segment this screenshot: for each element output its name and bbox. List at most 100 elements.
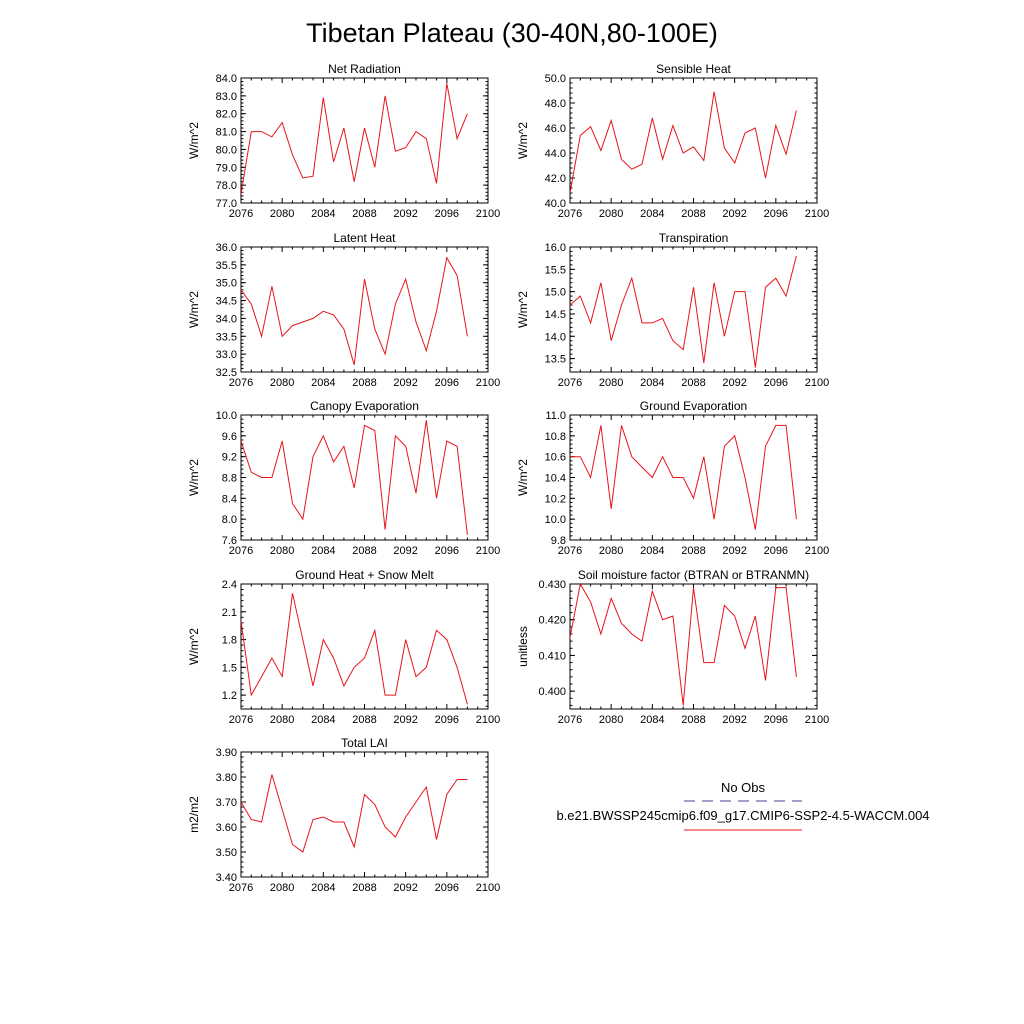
x-tick-label: 2084: [640, 208, 664, 220]
x-tick-label: 2080: [599, 545, 623, 557]
panel-5: Canopy Evaporation W/m^2 2076 2080 2084 2088 2…: [187, 399, 500, 557]
legend-model-label: b.e21.BWSSP245cmip6.f09_g17.CMIP6-SSP2-4…: [556, 808, 929, 823]
y-tick-label: 36.0: [216, 242, 237, 254]
y-tick-label: 0.400: [538, 686, 566, 698]
panel-title: Total LAI: [341, 736, 388, 750]
x-tick-label: 2088: [352, 882, 376, 894]
y-tick-label: 50.0: [545, 73, 566, 85]
series-line: [241, 593, 468, 705]
x-tick-label: 2092: [393, 714, 417, 726]
y-tick-label: 3.50: [216, 847, 237, 859]
y-tick-label: 13.5: [545, 354, 566, 366]
x-tick-label: 2080: [270, 882, 294, 894]
y-axis-label: W/m^2: [516, 122, 530, 159]
y-tick-label: 48.0: [545, 98, 566, 110]
x-tick-label: 2080: [270, 545, 294, 557]
y-tick-label: 10.8: [545, 431, 566, 443]
y-axis-label: m2/m2: [187, 796, 201, 833]
y-tick-label: 8.4: [222, 493, 237, 505]
y-tick-label: 78.0: [216, 180, 237, 192]
y-axis-label: W/m^2: [187, 628, 201, 665]
y-tick-label: 33.0: [216, 349, 237, 361]
y-tick-label: 1.2: [222, 690, 237, 702]
x-tick-label: 2080: [270, 208, 294, 220]
x-tick-label: 2100: [476, 208, 500, 220]
x-tick-label: 2080: [270, 377, 294, 389]
y-tick-label: 9.6: [222, 431, 237, 443]
x-tick-label: 2092: [722, 208, 746, 220]
panel-title: Net Radiation: [328, 62, 401, 76]
y-tick-label: 33.5: [216, 331, 237, 343]
y-tick-label: 15.0: [545, 287, 566, 299]
series-line: [241, 83, 468, 195]
x-tick-label: 2100: [476, 882, 500, 894]
x-tick-label: 2088: [681, 545, 705, 557]
x-tick-label: 2100: [476, 377, 500, 389]
x-tick-label: 2092: [393, 545, 417, 557]
y-tick-label: 8.0: [222, 514, 237, 526]
x-tick-label: 2100: [476, 545, 500, 557]
plot-frame: [240, 751, 489, 878]
x-tick-label: 2100: [805, 545, 829, 557]
x-tick-label: 2096: [764, 545, 788, 557]
y-tick-label: 46.0: [545, 123, 566, 135]
y-tick-label: 0.430: [538, 579, 566, 591]
y-tick-label: 2.4: [222, 579, 237, 591]
panels: Net Radiation W/m^2 2076 2080 2084 2088 2092 20…: [187, 62, 829, 894]
plot-frame: [569, 583, 818, 710]
x-tick-label: 2088: [681, 714, 705, 726]
panel-3: Latent Heat W/m^2 2076 2080 2084 2088 2092 2096…: [187, 231, 500, 389]
plot-frame: [240, 583, 489, 710]
x-tick-label: 2088: [352, 545, 376, 557]
y-tick-label: 3.40: [216, 872, 237, 884]
y-tick-label: 10.6: [545, 452, 566, 464]
panel-title: Latent Heat: [333, 231, 396, 245]
series-line: [570, 255, 797, 368]
x-tick-label: 2092: [393, 882, 417, 894]
x-tick-label: 2076: [229, 377, 253, 389]
x-tick-label: 2092: [722, 714, 746, 726]
panel-7: Ground Heat + Snow Melt W/m^2 2076 2080 2084…: [187, 568, 500, 726]
x-tick-label: 2092: [722, 377, 746, 389]
x-tick-label: 2088: [352, 377, 376, 389]
legend-obs-label: No Obs: [721, 780, 766, 795]
panel-2: Sensible Heat W/m^2 2076 2080 2084 2088 2092 20…: [516, 62, 829, 220]
x-tick-label: 2096: [435, 545, 459, 557]
x-tick-label: 2096: [435, 208, 459, 220]
x-tick-label: 2088: [681, 377, 705, 389]
x-tick-label: 2096: [435, 882, 459, 894]
plot-frame: [240, 77, 489, 204]
y-tick-label: 10.2: [545, 493, 566, 505]
y-tick-label: 10.0: [216, 410, 237, 422]
x-tick-label: 2084: [311, 208, 335, 220]
y-tick-label: 3.60: [216, 822, 237, 834]
x-tick-label: 2080: [270, 714, 294, 726]
y-axis-label: unitless: [516, 626, 530, 667]
y-tick-label: 83.0: [216, 91, 237, 103]
x-tick-label: 2084: [640, 377, 664, 389]
legend: No Obs b.e21.BWSSP245cmip6.f09_g17.CMIP6…: [556, 780, 930, 831]
y-tick-label: 14.5: [545, 309, 566, 321]
series-line: [241, 256, 468, 366]
x-tick-label: 2076: [558, 377, 582, 389]
y-tick-label: 3.90: [216, 747, 237, 759]
x-tick-label: 2096: [435, 714, 459, 726]
y-tick-label: 34.5: [216, 296, 237, 308]
x-tick-label: 2100: [805, 208, 829, 220]
x-tick-label: 2092: [393, 208, 417, 220]
plot-frame: [569, 246, 818, 373]
x-tick-label: 2092: [393, 377, 417, 389]
y-tick-label: 0.410: [538, 650, 566, 662]
x-tick-label: 2100: [805, 377, 829, 389]
x-tick-label: 2100: [805, 714, 829, 726]
series-line: [570, 91, 797, 194]
x-tick-label: 2084: [311, 714, 335, 726]
x-tick-label: 2080: [599, 714, 623, 726]
panel-title: Ground Evaporation: [640, 399, 747, 413]
x-tick-label: 2076: [229, 882, 253, 894]
panel-title: Soil moisture factor (BTRAN or BTRANMN): [578, 568, 809, 582]
x-tick-label: 2096: [764, 377, 788, 389]
panel-8: Soil moisture factor (BTRAN or BTRANMN) u…: [516, 568, 829, 726]
x-tick-label: 2076: [229, 208, 253, 220]
y-tick-label: 34.0: [216, 313, 237, 325]
